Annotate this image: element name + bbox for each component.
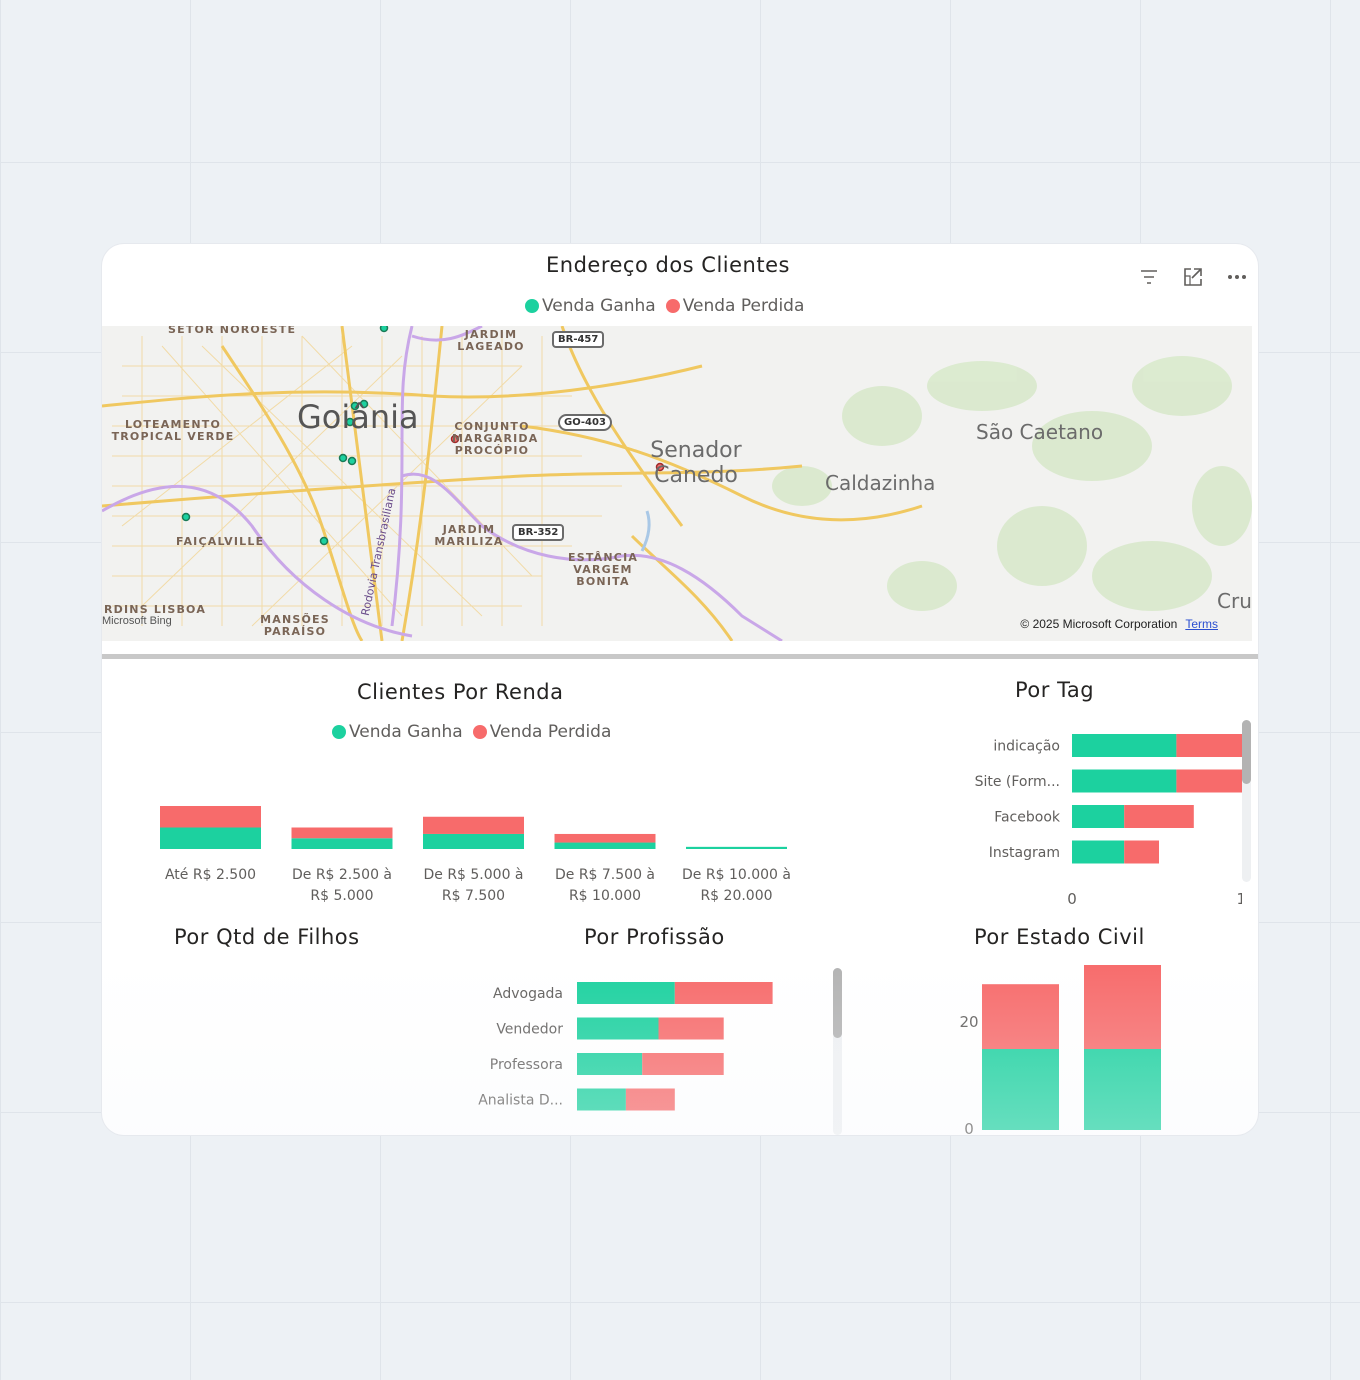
profissao-bar-ganha[interactable]	[577, 1088, 626, 1111]
renda-category-label: Até R$ 2.500	[164, 867, 257, 883]
section-divider	[102, 654, 1258, 659]
map-city-senador-canedo: Senador Canedo	[650, 438, 742, 488]
estado-civil-title: Por Estado Civil	[974, 925, 1145, 949]
profissao-bar-ganha[interactable]	[577, 982, 675, 1004]
map-label-loteamento: LOTEAMENTO TROPICAL VERDE	[111, 418, 235, 443]
estado-civil-bar-perdida[interactable]	[1084, 965, 1161, 1049]
tag-category-label: Facebook	[994, 810, 1061, 826]
tag-scrollbar[interactable]	[1242, 720, 1251, 882]
map-label-setor-noroeste: SETOR NOROESTE	[168, 326, 297, 336]
legend-item-ganha[interactable]: Venda Ganha	[525, 296, 656, 316]
renda-bar-ganha[interactable]	[291, 838, 393, 849]
estado-civil-chart[interactable]: 20 0	[852, 965, 1182, 1135]
map-legend: Venda Ganha Venda Perdida	[525, 296, 814, 316]
map-label-jardim-lageado: JARDIM LAGEADO	[457, 328, 525, 353]
profissao-bar-perdida[interactable]	[625, 1088, 675, 1111]
tag-chart[interactable]: indicação Site (Form... Facebook Instagram 0…	[862, 720, 1242, 910]
map-label-faicalville: FAIÇALVILLE	[176, 535, 265, 548]
profissao-category-label: Advogada	[493, 986, 563, 1002]
legend-dot-icon	[665, 299, 680, 313]
legend-item-perdida[interactable]: Venda Perdida	[665, 296, 804, 316]
map-city-sao-caetano: São Caetano	[976, 420, 1104, 444]
profissao-bar-perdida[interactable]	[642, 1053, 724, 1075]
renda-category-label: De R$ 2.500 à R$ 5.000	[291, 867, 393, 904]
tag-category-label: Site (Form...	[975, 774, 1060, 790]
legend-dot-icon	[525, 299, 539, 313]
filhos-title: Por Qtd de Filhos	[174, 925, 360, 949]
terms-link[interactable]: Terms	[1185, 617, 1218, 631]
visual-toolbar	[1136, 266, 1250, 288]
map-shield-br352: BR-352	[512, 524, 565, 541]
tag-bar-perdida[interactable]	[1176, 769, 1242, 793]
map-canvas[interactable]: SETOR NOROESTE JARDIM LAGEADO LOTEAMENTO…	[102, 326, 1252, 641]
estado-civil-bar-ganha[interactable]	[982, 1049, 1059, 1130]
profissao-scrollbar-thumb[interactable]	[833, 968, 842, 1038]
renda-bar-ganha[interactable]	[686, 846, 787, 849]
profissao-bar-ganha[interactable]	[577, 1017, 659, 1040]
tag-x-tick: 0	[1067, 890, 1077, 908]
renda-category-label: De R$ 10.000 à R$ 20.000	[682, 867, 791, 904]
renda-bar-perdida[interactable]	[423, 816, 524, 834]
map-label-jardim-mariliza: JARDIM MARILIZA	[434, 523, 504, 548]
tag-bar-ganha[interactable]	[1072, 769, 1177, 793]
tag-scrollbar-thumb[interactable]	[1242, 720, 1251, 784]
legend-item-ganha[interactable]: Venda Ganha	[332, 722, 463, 742]
map-label-rdins-lisboa: RDINS LISBOA	[104, 603, 207, 616]
renda-bar-ganha[interactable]	[160, 827, 261, 850]
map-shield-go403: GO-403	[558, 414, 612, 431]
bing-attribution: Microsoft Bing	[102, 615, 172, 627]
profissao-bar-ganha[interactable]	[577, 1053, 643, 1075]
map-title: Endereço dos Clientes	[546, 253, 790, 277]
tag-x-tick: 10	[1236, 890, 1242, 908]
tag-category-label: Instagram	[989, 845, 1060, 861]
map-roads	[102, 326, 1252, 641]
renda-bar-perdida[interactable]	[160, 806, 261, 828]
renda-bar-ganha[interactable]	[554, 842, 656, 849]
profissao-category-label: Vendedor	[496, 1022, 563, 1038]
profissao-scrollbar[interactable]	[833, 968, 842, 1135]
profissao-chart[interactable]: Advogada Vendedor Professora Analista D...	[462, 974, 822, 1124]
renda-title: Clientes Por Renda	[357, 680, 564, 704]
more-options-icon[interactable]	[1224, 266, 1250, 288]
map-shield-br457: BR-457	[552, 331, 605, 348]
profissao-category-label: Analista D...	[478, 1093, 563, 1109]
tag-bar-perdida[interactable]	[1176, 734, 1242, 757]
renda-bar-ganha[interactable]	[423, 833, 524, 849]
map-city-goiania: Goiânia	[297, 398, 419, 436]
profissao-bar-perdida[interactable]	[658, 1017, 724, 1040]
renda-category-label: De R$ 5.000 à R$ 7.500	[423, 867, 524, 904]
profissao-category-label: Professora	[490, 1057, 563, 1073]
estado-civil-y-tick: 20	[959, 1013, 978, 1031]
map-city-caldazinha: Caldazinha	[825, 471, 936, 495]
estado-civil-bar-perdida[interactable]	[982, 984, 1059, 1049]
tag-bar-perdida[interactable]	[1124, 805, 1194, 828]
renda-chart[interactable]	[142, 744, 842, 864]
legend-dot-icon	[332, 725, 346, 739]
tag-bar-ganha[interactable]	[1072, 734, 1177, 757]
estado-civil-y-tick: 0	[964, 1120, 974, 1135]
tag-bar-perdida[interactable]	[1124, 840, 1159, 864]
map-label-mansoes: MANSÕES PARAÍSO	[260, 613, 330, 638]
filter-icon[interactable]	[1136, 266, 1162, 288]
map-label-estancia: ESTÂNCIA VARGEM BONITA	[568, 551, 639, 588]
map-label-conjunto: CONJUNTO MARGARIDA PROCÓPIO	[452, 420, 539, 457]
profissao-bar-perdida[interactable]	[674, 982, 773, 1004]
renda-legend: Venda Ganha Venda Perdida	[332, 722, 621, 742]
tag-category-label: indicação	[993, 739, 1060, 755]
focus-mode-icon[interactable]	[1180, 266, 1206, 288]
renda-bar-perdida[interactable]	[554, 833, 656, 843]
renda-category-label: De R$ 7.500 à R$ 10.000	[554, 867, 656, 904]
legend-dot-icon	[472, 725, 487, 739]
tag-bar-ganha[interactable]	[1072, 840, 1125, 864]
map-copyright: © 2025 Microsoft Corporation Terms	[1020, 617, 1218, 631]
legend-item-perdida[interactable]: Venda Perdida	[472, 722, 611, 742]
map-city-cru: Cru	[1217, 589, 1252, 613]
profissao-title: Por Profissão	[584, 925, 725, 949]
report-card: Endereço dos Clientes Venda Ganha Venda …	[102, 244, 1258, 1135]
tag-title: Por Tag	[1015, 678, 1095, 702]
renda-bar-perdida[interactable]	[291, 827, 393, 839]
estado-civil-bar-ganha[interactable]	[1084, 1049, 1161, 1130]
tag-bar-ganha[interactable]	[1072, 805, 1125, 828]
